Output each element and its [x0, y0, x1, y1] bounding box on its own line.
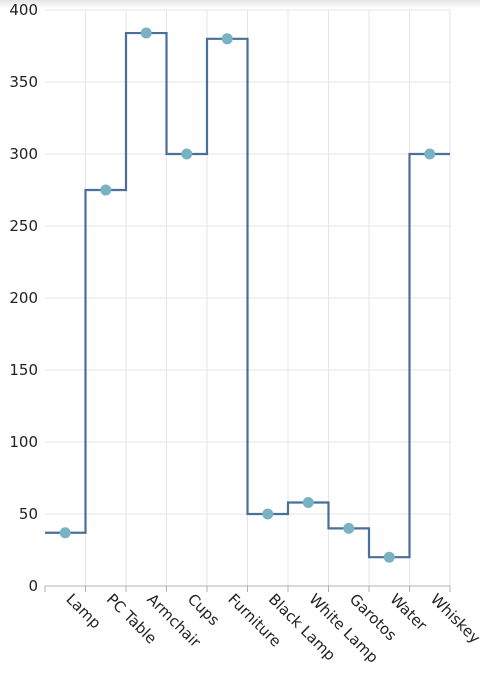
data-point	[140, 27, 152, 39]
data-point	[100, 184, 112, 196]
data-point	[262, 508, 274, 520]
data-point	[181, 148, 193, 160]
y-tick-label: 150	[9, 361, 38, 379]
y-tick-label: 300	[9, 145, 38, 163]
data-point	[302, 496, 314, 508]
data-point	[221, 33, 233, 45]
y-tick-label: 350	[9, 73, 38, 91]
y-tick-label: 0	[28, 577, 38, 595]
series-line	[45, 31, 450, 559]
y-tick-label: 50	[19, 505, 38, 523]
x-tick-label: Whiskey	[427, 590, 480, 647]
data-point	[343, 522, 355, 534]
top-shadow	[0, 0, 480, 8]
data-point	[424, 148, 436, 160]
data-point	[383, 551, 395, 563]
data-point	[59, 527, 71, 539]
y-tick-label: 250	[9, 217, 38, 235]
y-tick-label: 200	[9, 289, 38, 307]
y-tick-label: 100	[9, 433, 38, 451]
x-tick-label: Lamp	[62, 590, 104, 632]
y-tick-label: 400	[9, 1, 38, 19]
